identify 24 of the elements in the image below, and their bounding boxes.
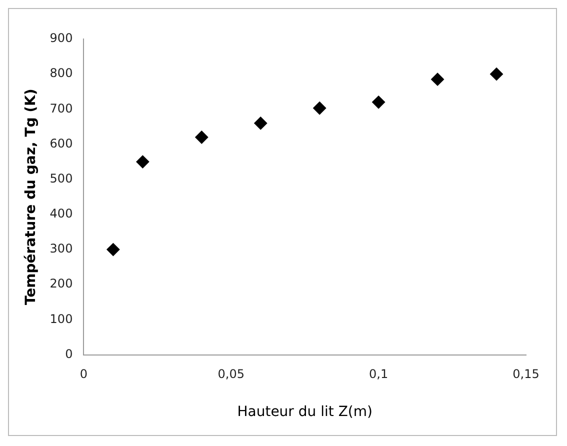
point bbox=[195, 130, 208, 144]
y-tick-label: 700 bbox=[50, 101, 73, 116]
x-tick-label: 0,15 bbox=[512, 367, 540, 382]
y-tick-label: 800 bbox=[50, 66, 73, 80]
point bbox=[490, 68, 504, 81]
point bbox=[431, 72, 444, 86]
y-tick-label: 400 bbox=[50, 206, 73, 221]
y-tick-label: 0 bbox=[65, 346, 73, 361]
point bbox=[106, 243, 120, 256]
x-tick-label: 0,1 bbox=[369, 367, 388, 382]
y-tick-label: 100 bbox=[50, 312, 73, 326]
y-tick-label: 500 bbox=[50, 171, 73, 186]
y-tick-label: 900 bbox=[50, 31, 73, 46]
point bbox=[136, 155, 150, 168]
y-axis-title: Température du gaz, Tg (K) bbox=[23, 88, 40, 306]
point bbox=[254, 116, 268, 130]
x-axis-title: Hauteur du lit Z(m) bbox=[237, 404, 372, 420]
y-tick-label: 200 bbox=[50, 276, 73, 291]
y-tick-label: 600 bbox=[50, 136, 73, 150]
x-tick-label: 0,05 bbox=[218, 367, 244, 382]
point bbox=[313, 102, 326, 115]
x-tick-label: 0 bbox=[80, 367, 88, 382]
point bbox=[372, 96, 386, 109]
y-tick-label: 300 bbox=[50, 242, 73, 256]
